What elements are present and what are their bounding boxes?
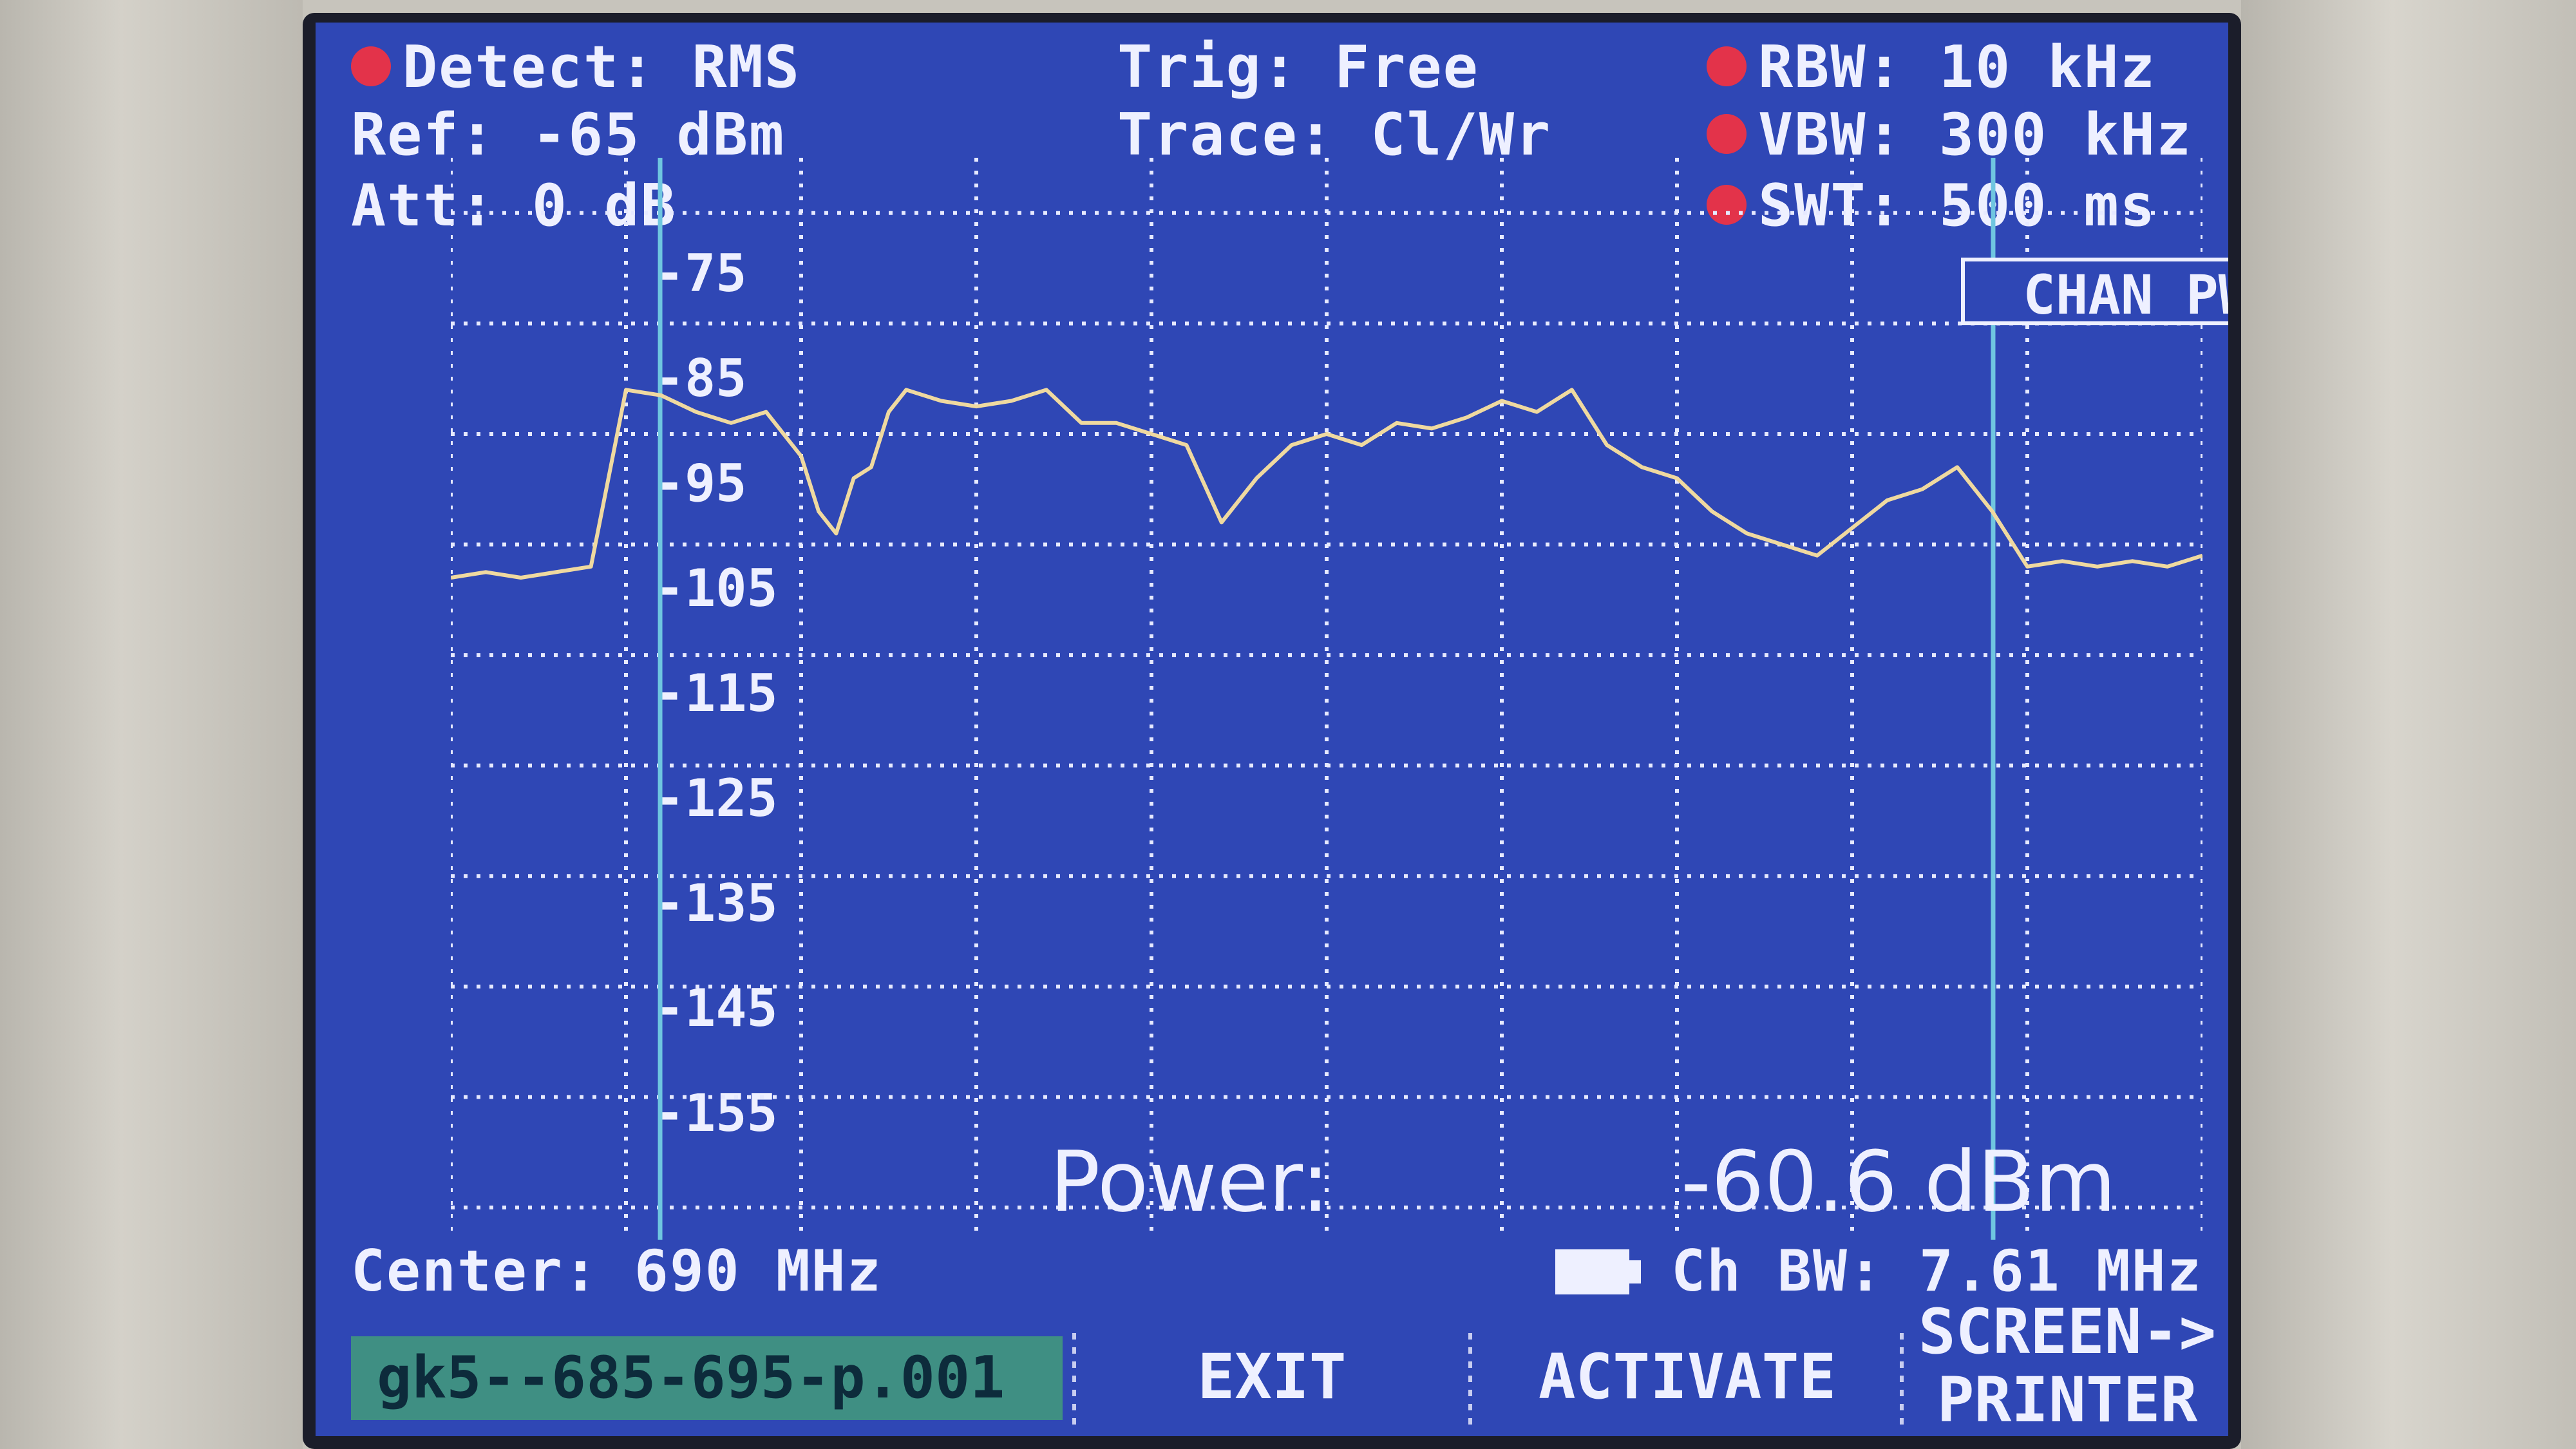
battery-tip-icon <box>1629 1260 1641 1283</box>
trace-mode-label: Trace: Cl/Wr <box>1117 106 1551 164</box>
graticule <box>451 158 2202 1240</box>
analyzer-screen: Detect: RMS Ref: -65 dBm Att: 0 dB Trig:… <box>316 23 2228 1436</box>
center-frequency-label: Center: 690 MHz <box>351 1243 882 1300</box>
vbw-label: VBW: 300 kHz <box>1758 106 2192 164</box>
power-label: Power: <box>1050 1140 1330 1224</box>
channel-bandwidth-label: Ch BW: 7.61 MHz <box>1671 1243 2202 1300</box>
detect-indicator-icon <box>351 46 391 86</box>
spectrum-plot <box>451 158 2202 1240</box>
softkey-filename[interactable]: gk5--685-695-p.001 <box>351 1336 1063 1420</box>
softkey-activate[interactable]: ACTIVATE <box>1481 1346 1893 1436</box>
softkey-screen-line2: PRINTER <box>1906 1369 2228 1431</box>
detect-label: Detect: RMS <box>402 39 800 97</box>
rbw-label: RBW: 10 kHz <box>1758 39 2156 97</box>
device-bezel-right <box>2241 0 2576 1449</box>
vbw-indicator-icon <box>1707 114 1747 154</box>
softkey-screen-line1: SCREEN-> <box>1906 1301 2228 1363</box>
softkey-screen-printer[interactable]: SCREEN-> PRINTER <box>1906 1301 2228 1391</box>
power-value: -60.6 dBm <box>1681 1140 2116 1224</box>
measurement-mode-badge: CHAN PWR USER <box>1961 258 2228 325</box>
softkey-exit[interactable]: EXIT <box>1085 1346 1459 1436</box>
trigger-label: Trig: Free <box>1117 39 1479 97</box>
ref-level-label: Ref: -65 dBm <box>351 106 785 164</box>
softkey-divider <box>1468 1333 1472 1430</box>
rbw-indicator-icon <box>1707 46 1747 86</box>
softkey-divider <box>1072 1333 1076 1430</box>
battery-icon <box>1555 1249 1629 1294</box>
device-bezel-left <box>0 0 303 1449</box>
softkey-divider <box>1900 1333 1904 1430</box>
